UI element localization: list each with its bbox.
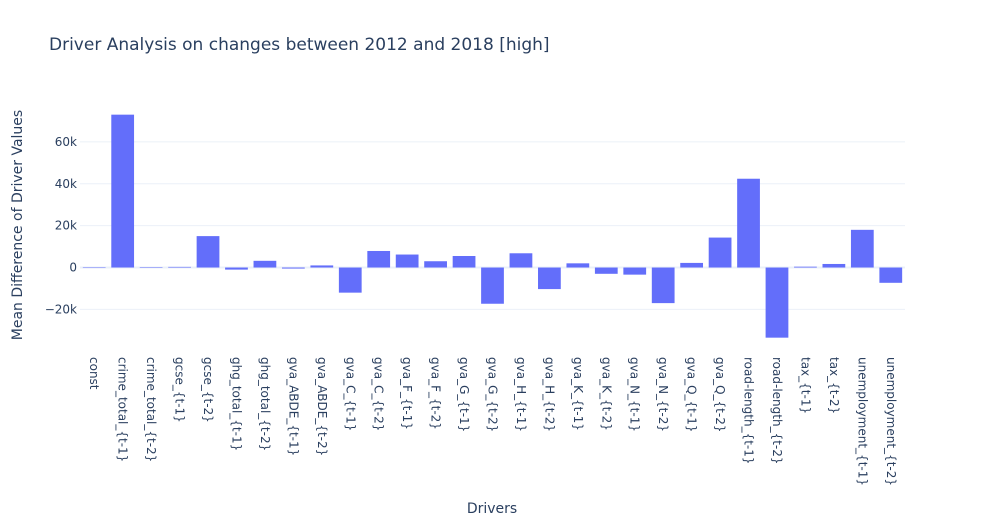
bar — [367, 250, 391, 268]
x-tick-label: crime_total_{t-1} — [116, 357, 130, 462]
y-axis-title: Mean Difference of Driver Values — [10, 110, 26, 340]
x-tick-label: gva_C_{t-1} — [343, 357, 357, 431]
y-tick-labels: −20k 0 20k 40k 60k — [45, 135, 77, 317]
x-tick-label: gva_ABDE_{t-1} — [286, 357, 300, 456]
x-tick-label: gva_ABDE_{t-2} — [315, 357, 329, 456]
bar — [395, 254, 419, 268]
bar — [509, 253, 533, 268]
y-tick-label: 60k — [55, 135, 77, 149]
chart-title: Driver Analysis on changes between 2012 … — [49, 35, 550, 55]
bar — [481, 267, 504, 304]
bar — [879, 267, 903, 283]
x-tick-label: gcse_{t-1} — [173, 357, 187, 423]
bar — [594, 267, 618, 274]
x-tick-label: unemployment_{t-2} — [884, 357, 898, 486]
x-tick-labels: const crime_total_{t-1} crime_total_{t-2} g… — [87, 357, 898, 486]
x-tick-label: unemployment_{t-1} — [855, 357, 869, 486]
bar — [765, 267, 789, 338]
bar — [338, 267, 362, 293]
bar — [708, 237, 732, 268]
x-tick-label: ghg_total_{t-1} — [229, 357, 243, 451]
x-tick-label: gva_H_{t-1} — [514, 357, 528, 432]
x-axis-title: Drivers — [467, 501, 517, 517]
bar — [794, 266, 817, 268]
x-tick-label: gva_K_{t-2} — [599, 357, 613, 431]
x-tick-label: gva_G_{t-1} — [457, 357, 471, 432]
y-tick-label: 40k — [55, 177, 77, 191]
x-tick-label: gva_F_{t-1} — [400, 357, 414, 430]
bar — [253, 260, 277, 268]
bar — [424, 261, 447, 268]
x-tick-label: tax_{t-2} — [827, 357, 841, 414]
bar — [538, 267, 561, 290]
bar — [196, 236, 220, 268]
x-tick-label: gva_Q_{t-1} — [685, 357, 699, 432]
bar — [82, 267, 106, 269]
bar — [737, 178, 760, 268]
x-tick-label: gva_K_{t-1} — [571, 357, 585, 431]
x-tick-label: gva_Q_{t-2} — [713, 357, 727, 432]
bar — [850, 229, 874, 268]
x-tick-label: gva_N_{t-1} — [628, 357, 642, 432]
x-tick-label: gva_F_{t-2} — [429, 357, 443, 430]
bar — [168, 266, 191, 268]
bar — [651, 267, 675, 304]
bar — [310, 265, 334, 268]
x-tick-label: gcse_{t-2} — [201, 357, 215, 423]
y-tick-label: 0 — [69, 261, 77, 275]
bar — [566, 263, 590, 268]
bar — [623, 267, 647, 275]
bar — [225, 267, 248, 270]
x-tick-label: ghg_total_{t-2} — [258, 357, 272, 451]
x-tick-label: road-length_{t-1} — [742, 357, 756, 465]
bar — [822, 263, 846, 268]
x-tick-label: gva_G_{t-2} — [486, 357, 500, 432]
x-tick-label: crime_total_{t-2} — [144, 357, 158, 462]
bar — [139, 267, 163, 268]
y-tick-label: 20k — [55, 219, 77, 233]
x-tick-label: tax_{t-1} — [798, 357, 812, 414]
x-tick-label: gva_C_{t-2} — [372, 357, 386, 431]
bars — [82, 114, 903, 338]
x-tick-label: gva_N_{t-2} — [656, 357, 670, 432]
x-tick-label: road-length_{t-2} — [770, 357, 784, 465]
bar — [680, 262, 704, 268]
x-tick-label: const — [87, 357, 101, 390]
bar — [111, 114, 135, 268]
bar — [281, 267, 305, 269]
y-tick-label: −20k — [45, 302, 77, 316]
x-tick-label: gva_H_{t-2} — [542, 357, 556, 432]
bar — [452, 256, 476, 268]
